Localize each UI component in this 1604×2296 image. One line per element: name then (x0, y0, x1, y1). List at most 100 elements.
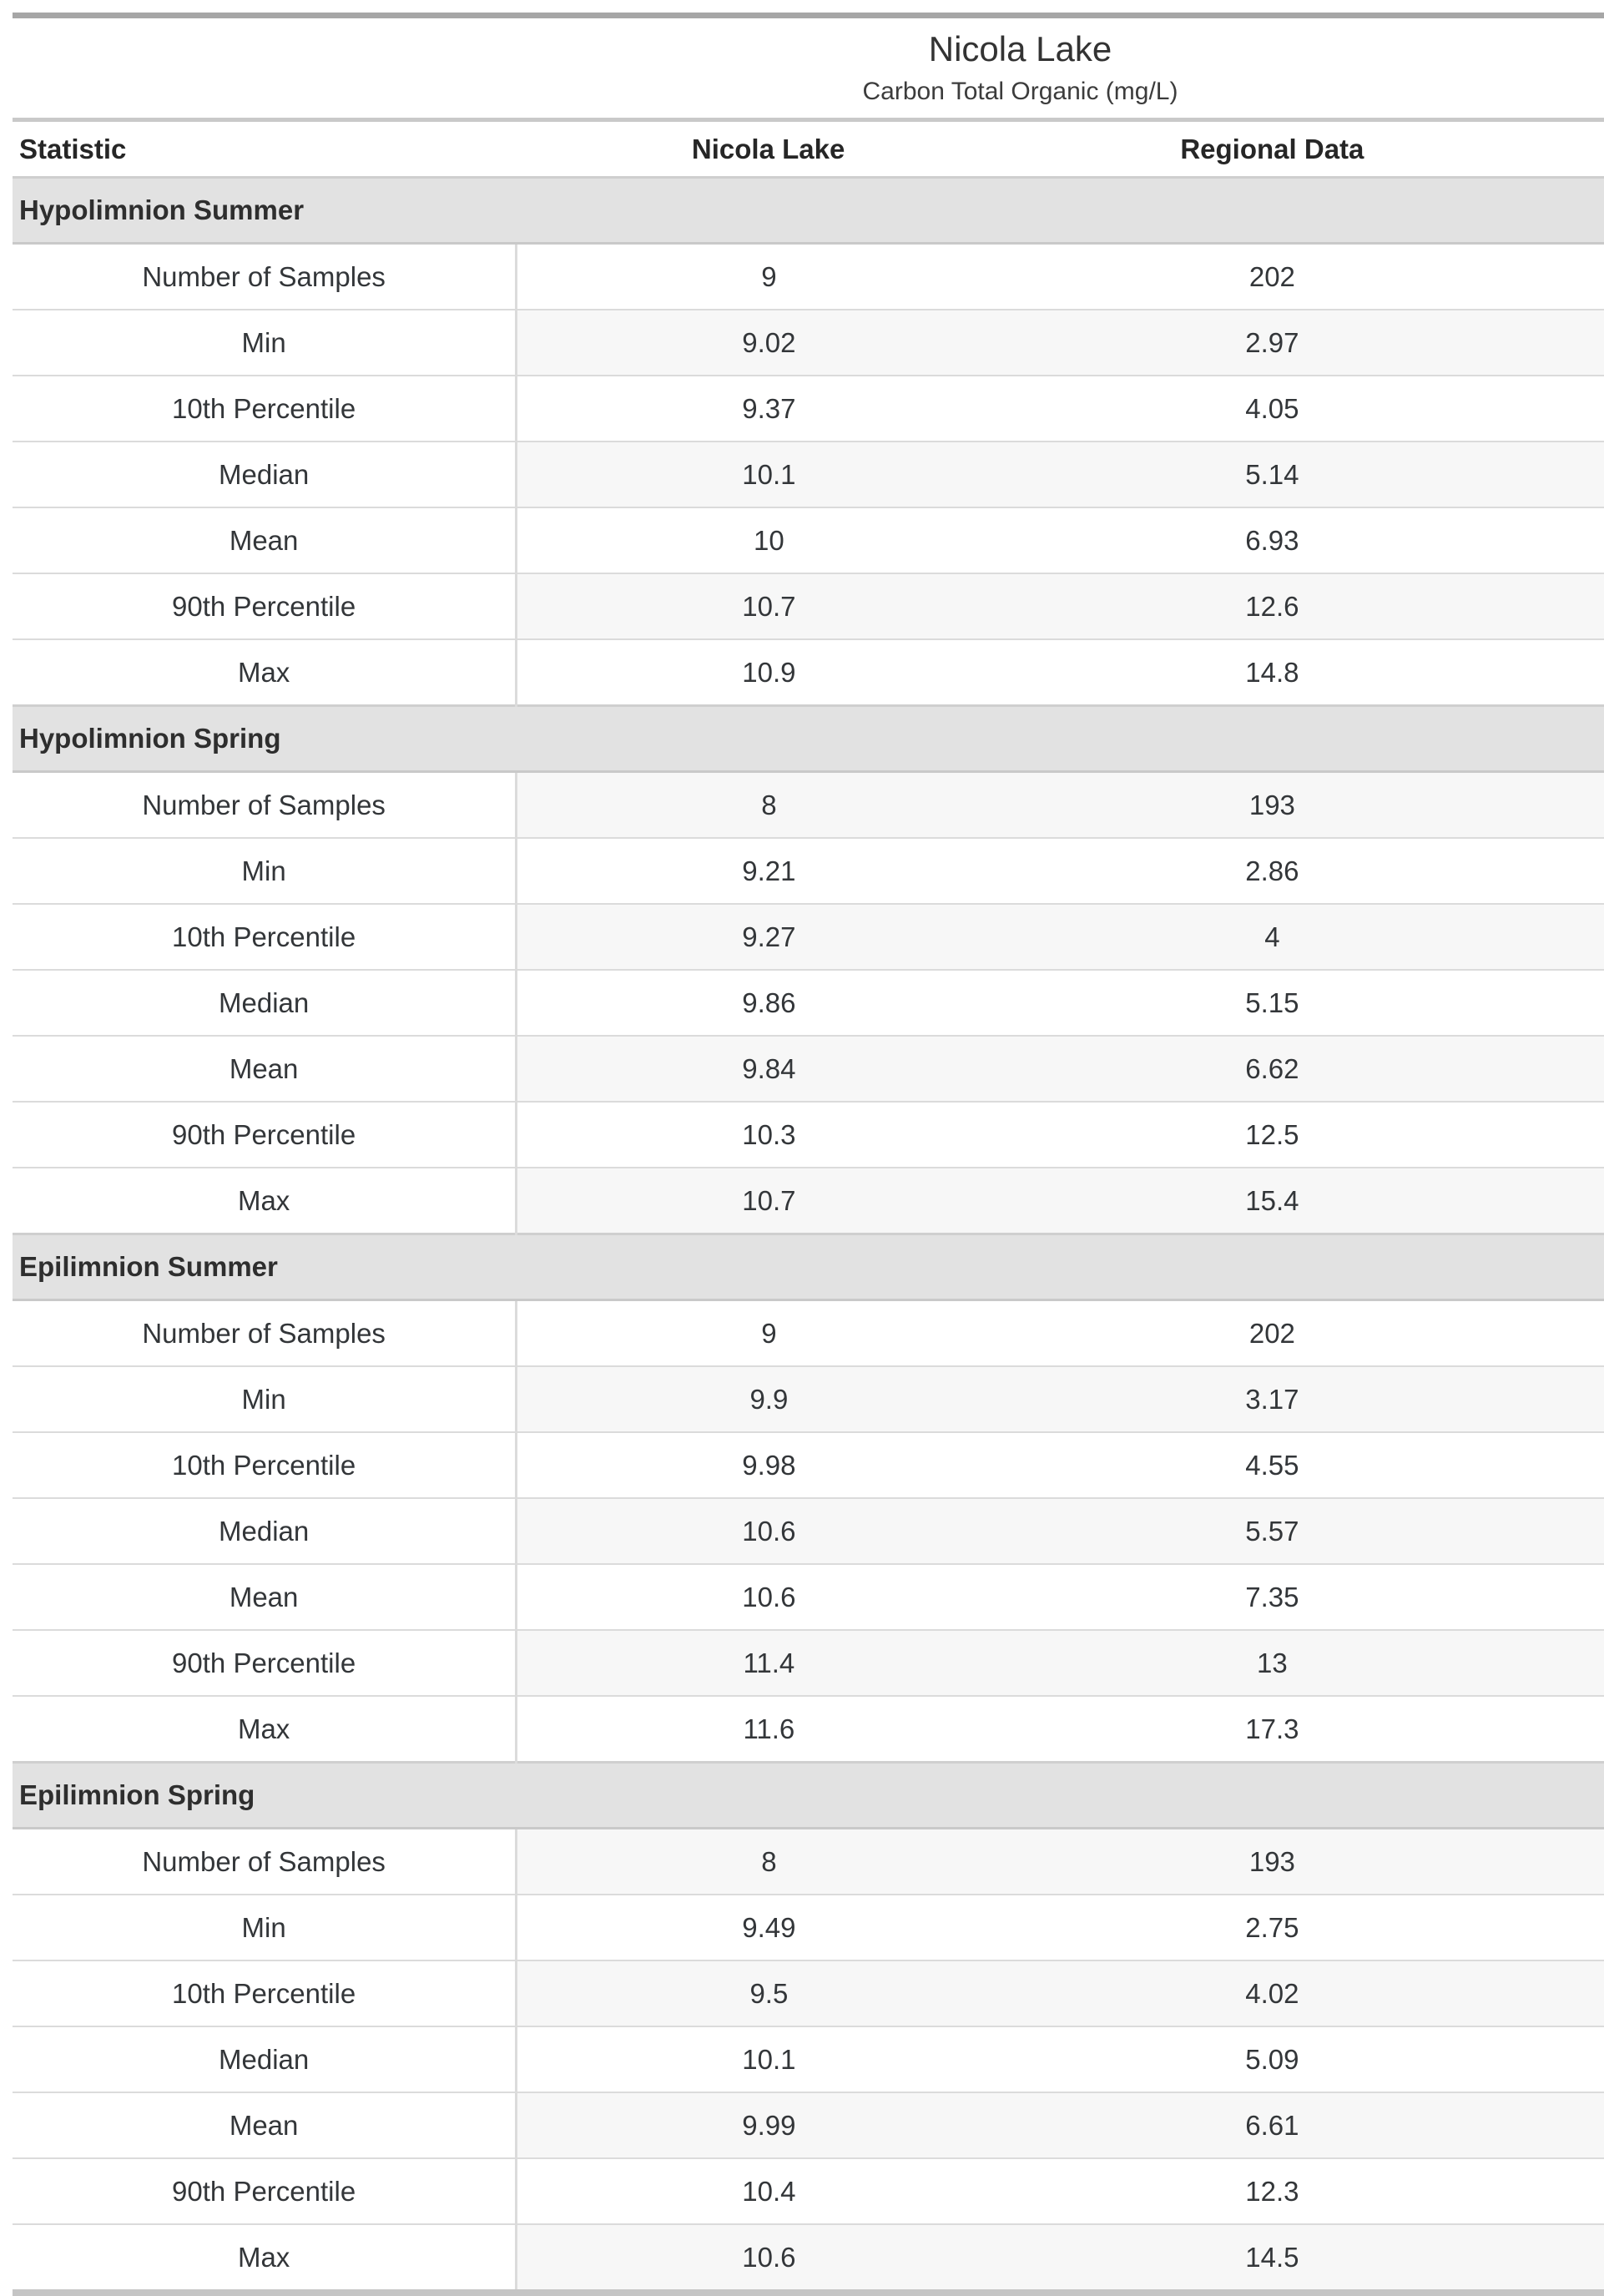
table-row: Number of Samples 8 193 (13, 1827, 1604, 1895)
column-header-nicola-lake: Nicola Lake (516, 122, 1021, 178)
statistic-cell: Mean (13, 2092, 518, 2158)
statistic-cell: Number of Samples (13, 770, 518, 838)
statistic-cell: Min (13, 309, 518, 376)
regional-value-cell: 2.86 (1020, 837, 1525, 904)
statistic-cell: Mean (13, 507, 518, 573)
lake-value-cell: 10.6 (516, 1497, 1021, 1564)
statistic-cell: Median (13, 2026, 518, 2092)
section-header-label: Hypolimnion Spring (13, 704, 1604, 773)
table-row: Min 9.02 2.97 (13, 309, 1604, 376)
statistic-cell: Number of Samples (13, 242, 518, 310)
table-row: Mean 10 6.93 (13, 507, 1604, 573)
clipped-cell (1524, 375, 1604, 442)
regional-value-cell: 6.61 (1020, 2092, 1525, 2158)
regional-value-cell: 202 (1020, 1299, 1525, 1366)
statistic-cell: 10th Percentile (13, 1960, 518, 2026)
table-row: Max 10.7 15.4 (13, 1167, 1604, 1234)
regional-value-cell: 14.5 (1020, 2223, 1525, 2289)
statistic-cell: Max (13, 2223, 518, 2289)
clipped-cell (1524, 1563, 1604, 1630)
lake-value-cell: 10.6 (516, 1563, 1021, 1630)
table-row: Min 9.21 2.86 (13, 837, 1604, 904)
regional-value-cell: 12.3 (1020, 2157, 1525, 2224)
section-header-row: Hypolimnion Spring (13, 704, 1604, 773)
statistic-cell: 90th Percentile (13, 1101, 518, 1168)
lake-value-cell: 9.84 (516, 1035, 1021, 1102)
table-row: Number of Samples 8 193 (13, 770, 1604, 838)
regional-value-cell: 202 (1020, 242, 1525, 310)
regional-value-cell: 4 (1020, 903, 1525, 970)
table-row: 90th Percentile 10.3 12.5 (13, 1101, 1604, 1168)
top-rule (13, 13, 1604, 18)
clipped-cell (1524, 1299, 1604, 1366)
statistics-report: Nicola Lake Carbon Total Organic (mg/L) … (13, 13, 1604, 2296)
table-row: 90th Percentile 11.4 13 (13, 1629, 1604, 1696)
table-row: 10th Percentile 9.27 4 (13, 903, 1604, 970)
table-row: 10th Percentile 9.5 4.02 (13, 1960, 1604, 2026)
bottom-rule (13, 2289, 1604, 2296)
clipped-cell (1524, 837, 1604, 904)
table-row: 10th Percentile 9.37 4.05 (13, 375, 1604, 442)
regional-value-cell: 7.35 (1020, 1563, 1525, 1630)
statistic-cell: Max (13, 638, 518, 706)
statistic-cell: Number of Samples (13, 1827, 518, 1895)
clipped-cell (1524, 1827, 1604, 1895)
statistic-cell: Max (13, 1167, 518, 1234)
regional-value-cell: 5.09 (1020, 2026, 1525, 2092)
lake-value-cell: 9.5 (516, 1960, 1021, 2026)
table-row: Max 11.6 17.3 (13, 1695, 1604, 1763)
regional-value-cell: 4.05 (1020, 375, 1525, 442)
statistic-cell: 10th Percentile (13, 1431, 518, 1498)
column-header-regional-data: Regional Data (1020, 122, 1525, 178)
table-row: Mean 9.99 6.61 (13, 2092, 1604, 2158)
table-row: Median 10.6 5.57 (13, 1497, 1604, 1564)
lake-value-cell: 10.6 (516, 2223, 1021, 2289)
table-header-row: Statistic Nicola Lake Regional Data (13, 122, 1604, 178)
table-row: Max 10.6 14.5 (13, 2223, 1604, 2289)
statistic-cell: 90th Percentile (13, 1629, 518, 1696)
lake-value-cell: 9.37 (516, 375, 1021, 442)
lake-value-cell: 10 (516, 507, 1021, 573)
table-row: 90th Percentile 10.7 12.6 (13, 573, 1604, 639)
statistics-table: Statistic Nicola Lake Regional Data Hypo… (13, 122, 1604, 2289)
regional-value-cell: 4.55 (1020, 1431, 1525, 1498)
table-row: Mean 9.84 6.62 (13, 1035, 1604, 1102)
clipped-cell (1524, 1035, 1604, 1102)
regional-value-cell: 5.57 (1020, 1497, 1525, 1564)
table-row: Median 10.1 5.14 (13, 441, 1604, 507)
lake-value-cell: 10.4 (516, 2157, 1021, 2224)
statistic-cell: 10th Percentile (13, 375, 518, 442)
clipped-cell (1524, 2157, 1604, 2224)
regional-value-cell: 193 (1020, 1827, 1525, 1895)
regional-value-cell: 3.17 (1020, 1365, 1525, 1432)
lake-value-cell: 10.1 (516, 2026, 1021, 2092)
statistic-cell: Number of Samples (13, 1299, 518, 1366)
clipped-cell (1524, 2223, 1604, 2289)
table-row: Median 10.1 5.09 (13, 2026, 1604, 2092)
table-header: Statistic Nicola Lake Regional Data (13, 122, 1604, 178)
regional-value-cell: 13 (1020, 1629, 1525, 1696)
table-row: Min 9.49 2.75 (13, 1894, 1604, 1960)
table-body: Hypolimnion Summer Number of Samples 9 202 M… (13, 176, 1604, 2289)
clipped-cell (1524, 638, 1604, 706)
column-header-clipped (1524, 122, 1604, 178)
table-row: Number of Samples 9 202 (13, 1299, 1604, 1366)
clipped-cell (1524, 573, 1604, 639)
regional-value-cell: 6.93 (1020, 507, 1525, 573)
regional-value-cell: 2.97 (1020, 309, 1525, 376)
lake-value-cell: 9.27 (516, 903, 1021, 970)
lake-value-cell: 9 (516, 1299, 1021, 1366)
clipped-cell (1524, 309, 1604, 376)
lake-value-cell: 10.3 (516, 1101, 1021, 1168)
lake-value-cell: 9 (516, 242, 1021, 310)
lake-value-cell: 9.49 (516, 1894, 1021, 1960)
section-header-row: Hypolimnion Summer (13, 176, 1604, 245)
table-row: 10th Percentile 9.98 4.55 (13, 1431, 1604, 1498)
header-rule (13, 118, 1604, 122)
table-row: Min 9.9 3.17 (13, 1365, 1604, 1432)
regional-value-cell: 12.5 (1020, 1101, 1525, 1168)
lake-value-cell: 8 (516, 1827, 1021, 1895)
statistic-cell: Mean (13, 1035, 518, 1102)
table-row: Mean 10.6 7.35 (13, 1563, 1604, 1630)
table-row: 90th Percentile 10.4 12.3 (13, 2157, 1604, 2224)
